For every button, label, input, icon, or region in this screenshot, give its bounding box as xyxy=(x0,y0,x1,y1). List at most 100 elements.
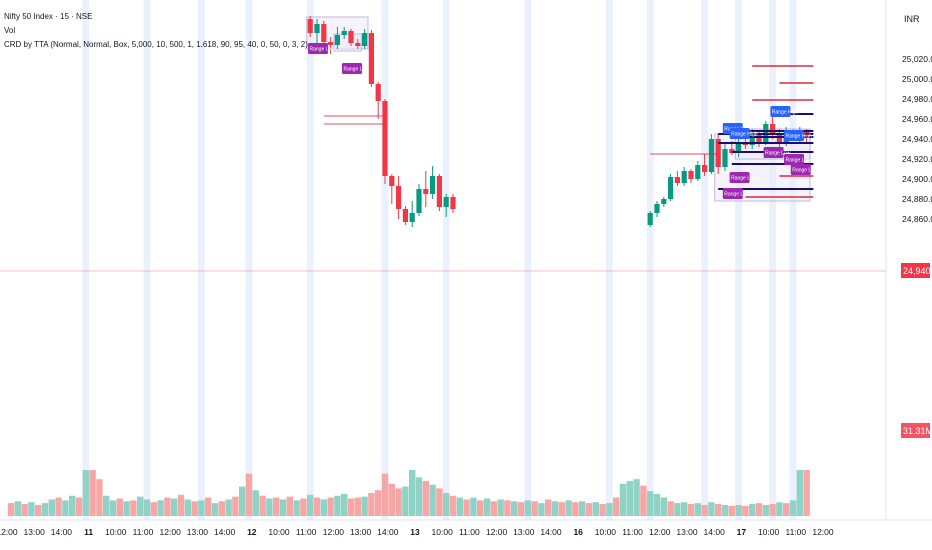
volume-bar xyxy=(388,483,395,516)
candle-body xyxy=(770,124,776,134)
volume-bar xyxy=(327,497,334,516)
price-axis[interactable]: 25,020.00 25,000.00 24,980.00 24,960.00 24,9… xyxy=(902,54,932,224)
volume-bar xyxy=(422,481,429,516)
candle-body xyxy=(368,33,374,84)
price-tick-label: 24,960.00 xyxy=(902,114,932,124)
range-low-tag-text: Range Low xyxy=(731,176,757,182)
session-band xyxy=(524,0,532,520)
current-price-badge: 24,940.95 xyxy=(901,263,932,278)
currency-label[interactable]: INR xyxy=(904,14,920,24)
volume-bar xyxy=(252,490,259,516)
volume-bar xyxy=(551,501,559,516)
candle-body xyxy=(396,186,402,209)
session-band xyxy=(789,0,797,520)
volume-bar xyxy=(130,500,137,516)
volume-bar xyxy=(640,485,647,516)
volume-bar xyxy=(429,484,436,516)
crd-indicator-label[interactable]: CRD by TTA (Normal, Normal, Box, 5,000, … xyxy=(4,40,308,49)
session-band xyxy=(306,0,314,520)
price-tick-label: 24,920.00 xyxy=(902,154,932,164)
volume-bar xyxy=(55,497,62,516)
candle-body xyxy=(409,213,415,222)
range-box xyxy=(333,33,362,52)
range-low-tag-bg xyxy=(784,154,804,165)
candle-body xyxy=(702,165,708,172)
time-tick-label: 13:00 xyxy=(676,527,698,537)
candle-body xyxy=(321,24,327,42)
time-axis[interactable]: 12:00 13:00 14:00 11 10:00 11:00 12:00 13:00 14:… xyxy=(0,527,834,537)
volume-bar xyxy=(415,477,423,516)
volume-bar xyxy=(749,504,756,516)
volume-bar xyxy=(606,503,613,516)
candle-body xyxy=(436,176,442,207)
price-tick-label: 25,020.00 xyxy=(902,54,932,64)
volume-bar xyxy=(803,470,810,516)
volume-bar xyxy=(375,490,382,516)
volume-indicator-label[interactable]: Vol xyxy=(4,26,16,35)
candle-body xyxy=(661,199,667,204)
time-tick-label: 12:00 xyxy=(812,527,834,537)
volume-bar xyxy=(300,498,307,516)
volume-bar xyxy=(286,496,293,516)
range-high-tag-bg xyxy=(784,130,804,141)
volume-bar xyxy=(184,499,191,516)
volume-bar xyxy=(137,496,144,516)
volume-bar xyxy=(354,497,361,516)
volume-bar xyxy=(728,505,735,516)
volume-bar xyxy=(28,502,35,516)
chart-legend: Nifty 50 Index · 15 · NSE Vol CRD by TTA… xyxy=(4,10,308,52)
session-band xyxy=(646,0,654,520)
candle-body xyxy=(688,171,694,179)
volume-bar xyxy=(157,500,164,516)
session-band xyxy=(735,0,742,520)
time-tick-label: 12:00 xyxy=(323,527,345,537)
volume-bar xyxy=(681,502,688,516)
time-tick-label: 14:00 xyxy=(51,527,73,537)
time-tick-label: 13:00 xyxy=(350,527,372,537)
volume-bar xyxy=(545,499,552,516)
range-high-tag-bg xyxy=(770,106,791,117)
candle-body xyxy=(756,134,762,143)
volume-bar xyxy=(293,500,300,516)
time-tick-label: 14:00 xyxy=(704,527,726,537)
volume-bar xyxy=(762,504,769,516)
volume-bar xyxy=(402,486,409,516)
volume-bar xyxy=(517,502,525,516)
volume-bar xyxy=(266,498,273,516)
volume-bar xyxy=(558,502,565,516)
volume-bar xyxy=(395,488,402,516)
volume-bar xyxy=(626,481,633,516)
range-high-tag-text: Range High xyxy=(731,132,758,138)
volume-bar xyxy=(62,500,69,516)
day-tick-label: 13 xyxy=(410,527,420,537)
volume-bar xyxy=(463,499,470,516)
session-band xyxy=(769,0,776,520)
candle-body xyxy=(341,31,347,35)
volume-bar xyxy=(511,501,518,516)
range-low-tag-text: Range Low xyxy=(786,158,812,164)
volume-bar xyxy=(21,504,28,516)
time-tick-label: 12:00 xyxy=(649,527,671,537)
volume-bar xyxy=(613,497,620,516)
range-low-tag-bg xyxy=(763,147,784,158)
candle-body xyxy=(430,176,436,194)
volume-bar xyxy=(347,498,355,516)
candle-body xyxy=(674,177,680,183)
symbol-title[interactable]: Nifty 50 Index · 15 · NSE xyxy=(4,12,93,21)
price-tick-label: 24,880.00 xyxy=(902,194,932,204)
price-tick-label: 24,900.00 xyxy=(902,174,932,184)
volume-bar xyxy=(674,503,681,516)
volume-bar xyxy=(279,499,287,516)
candle-body xyxy=(423,189,429,194)
candle-body xyxy=(355,43,361,46)
volume-bar xyxy=(164,497,171,516)
volume-bar xyxy=(585,503,593,516)
volume-bar xyxy=(477,500,484,516)
current-price-value: 24,940.95 xyxy=(903,266,932,276)
candle-body xyxy=(695,165,701,179)
candle-body xyxy=(362,33,368,46)
time-tick-label: 11:00 xyxy=(785,527,806,537)
candle-body xyxy=(668,177,674,199)
time-tick-label: 10:00 xyxy=(595,527,617,537)
